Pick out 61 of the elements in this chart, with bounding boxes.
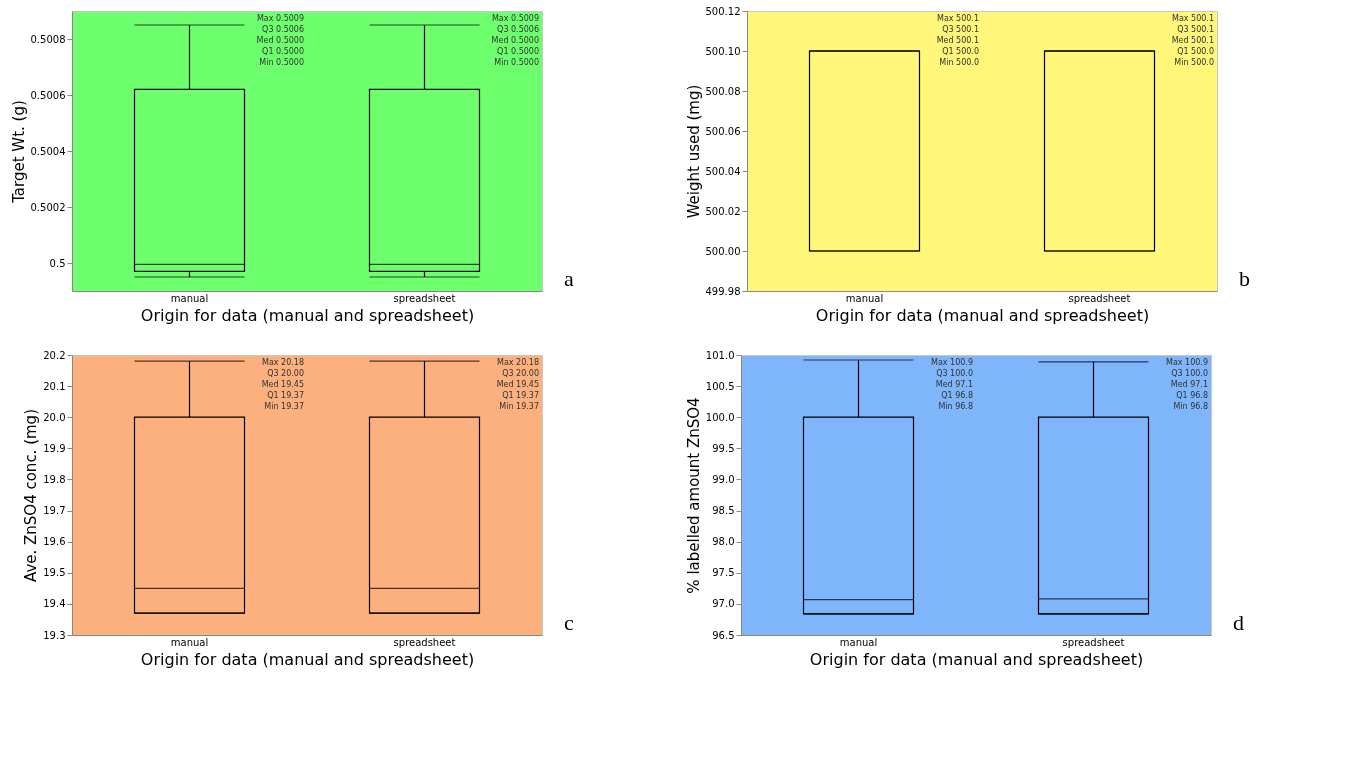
- y-tick-label: 500.08: [705, 85, 741, 97]
- x-tick-label: manual: [170, 292, 209, 304]
- x-tick-label: manual: [839, 636, 878, 648]
- y-tick-label: 0.5006: [30, 89, 66, 101]
- x-axis-title: Origin for data (manual and spreadsheet): [140, 305, 475, 325]
- y-tick-label: 100.0: [705, 411, 735, 423]
- y-tick-label: 0.5: [49, 257, 66, 269]
- y-tick-label: 500.02: [705, 205, 741, 217]
- y-axis-title: Ave. ZnSO4 conc. (mg): [22, 409, 41, 582]
- y-tick-label: 19.4: [43, 598, 66, 610]
- y-tick-label: 0.5002: [30, 201, 66, 213]
- annotation: Max 100.9 Q3 100.0 Med 97.1 Q1 96.8 Min 96.8: [931, 358, 973, 411]
- x-tick-label: spreadsheet: [393, 636, 456, 648]
- y-tick-label: 20.1: [43, 380, 66, 392]
- x-axis-title: Origin for data (manual and spreadsheet): [809, 649, 1144, 669]
- x-tick-label: manual: [170, 636, 209, 648]
- y-tick-label: 19.3: [43, 629, 66, 641]
- x-axis-title: Origin for data (manual and spreadsheet): [140, 649, 475, 669]
- y-axis-title: % labelled amount ZnSO4: [684, 397, 703, 594]
- annotation: Max 500.1 Q3 500.1 Med 500.1 Q1 500.0 Min 500.0: [936, 14, 979, 67]
- y-tick-label: 0.5004: [30, 145, 66, 157]
- y-tick-label: 500.12: [705, 5, 741, 17]
- x-axis-title: Origin for data (manual and spreadsheet): [815, 305, 1150, 325]
- y-tick-label: 97.0: [712, 598, 735, 610]
- y-tick-label: 99.5: [712, 442, 735, 454]
- y-tick-label: 19.5: [43, 567, 66, 579]
- annotation: Max 500.1 Q3 500.1 Med 500.1 Q1 500.0 Min 500.0: [1171, 14, 1214, 67]
- annotation: Max 20.18 Q3 20.00 Med 19.45 Q1 19.37 Min 19.37: [496, 358, 539, 411]
- y-tick-label: 20.0: [43, 411, 66, 423]
- y-tick-label: 0.5008: [30, 33, 66, 45]
- y-tick-label: 499.98: [705, 285, 741, 297]
- annotation: Max 100.9 Q3 100.0 Med 97.1 Q1 96.8 Min 96.8: [1166, 358, 1208, 411]
- text: c: [564, 610, 574, 635]
- text: d: [1233, 610, 1244, 635]
- y-tick-label: 100.5: [705, 380, 735, 392]
- y-tick-label: 101.0: [705, 349, 735, 361]
- y-tick-label: 98.5: [712, 505, 735, 517]
- x-tick-label: manual: [845, 292, 884, 304]
- y-tick-label: 96.5: [712, 629, 735, 641]
- y-tick-label: 500.06: [705, 125, 741, 137]
- text: b: [1239, 266, 1250, 291]
- annotation: Max 0.5009 Q3 0.5006 Med 0.5000 Q1 0.5000 Min 0.5000: [256, 14, 304, 67]
- y-tick-label: 19.8: [43, 473, 66, 485]
- y-tick-label: 19.9: [43, 442, 66, 454]
- y-tick-label: 19.6: [43, 536, 66, 548]
- y-axis-title: Target Wt. (g): [9, 100, 28, 204]
- y-tick-label: 19.7: [43, 505, 66, 517]
- text: a: [564, 266, 574, 291]
- annotation: Max 20.18 Q3 20.00 Med 19.45 Q1 19.37 Min 19.37: [261, 358, 304, 411]
- x-tick-label: spreadsheet: [1062, 636, 1125, 648]
- y-tick-label: 99.0: [712, 473, 735, 485]
- y-tick-label: 97.5: [712, 567, 735, 579]
- y-tick-label: 500.10: [705, 45, 741, 57]
- annotation: Max 0.5009 Q3 0.5006 Med 0.5000 Q1 0.5000 Min 0.5000: [491, 14, 539, 67]
- y-axis-title: Weight used (mg): [684, 84, 703, 219]
- y-tick-label: 98.0: [712, 536, 735, 548]
- y-tick-label: 20.2: [43, 349, 66, 361]
- y-tick-label: 500.04: [705, 165, 741, 177]
- x-tick-label: spreadsheet: [1068, 292, 1131, 304]
- x-tick-label: spreadsheet: [393, 292, 456, 304]
- y-tick-label: 500.00: [705, 245, 741, 257]
